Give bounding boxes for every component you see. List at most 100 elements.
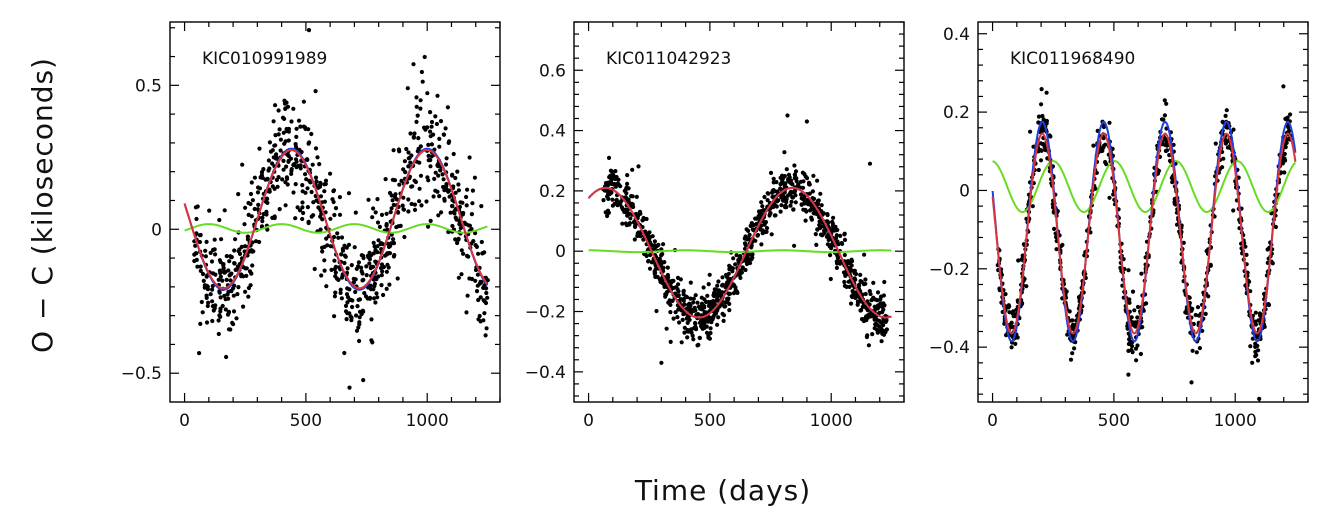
data-point	[1144, 301, 1149, 306]
data-point	[714, 293, 719, 298]
data-point	[223, 307, 228, 312]
data-point	[872, 304, 877, 309]
data-point	[1135, 343, 1140, 348]
data-point	[428, 158, 433, 163]
data-point	[364, 273, 369, 278]
data-point	[220, 278, 225, 283]
data-point	[365, 253, 370, 258]
data-point	[1019, 257, 1024, 262]
data-point	[1174, 222, 1180, 227]
data-point	[847, 284, 852, 289]
data-point	[772, 213, 778, 218]
data-point	[804, 119, 810, 124]
data-point	[384, 211, 389, 216]
data-point	[416, 136, 421, 141]
data-point	[668, 339, 673, 344]
data-point	[807, 191, 812, 196]
data-point	[379, 273, 384, 278]
data-point	[224, 354, 229, 360]
data-point	[484, 286, 489, 291]
data-point	[293, 144, 299, 149]
data-point	[351, 280, 356, 285]
data-point	[764, 226, 770, 231]
data-point	[799, 202, 804, 207]
data-point	[256, 185, 261, 190]
data-point	[1167, 158, 1173, 163]
data-point	[706, 319, 711, 324]
data-point	[610, 172, 615, 177]
data-point	[826, 237, 831, 243]
data-point	[357, 309, 363, 314]
data-point	[293, 182, 298, 187]
data-point	[1054, 247, 1059, 252]
data-point	[225, 292, 230, 297]
data-point	[747, 252, 752, 257]
data-point	[607, 175, 612, 180]
plot-frame	[169, 21, 501, 403]
data-point	[435, 163, 440, 168]
data-point	[1282, 170, 1287, 175]
data-point	[759, 200, 764, 205]
data-point	[1138, 351, 1143, 357]
data-point	[788, 203, 793, 208]
data-point	[819, 203, 824, 208]
data-point	[853, 277, 858, 282]
data-point	[880, 331, 885, 336]
data-point	[357, 322, 362, 327]
data-point	[1015, 335, 1020, 340]
y-axis-label: O − C (kiloseconds)	[26, 57, 59, 353]
data-point	[665, 272, 671, 278]
data-point	[383, 177, 388, 182]
data-point	[401, 195, 406, 200]
data-point	[277, 207, 282, 212]
data-point	[1135, 315, 1140, 320]
data-point	[715, 322, 720, 327]
data-point	[343, 303, 349, 308]
data-point	[233, 267, 238, 272]
data-point	[324, 284, 329, 289]
data-point	[1067, 309, 1072, 314]
data-point	[342, 243, 347, 248]
data-point	[701, 321, 706, 326]
data-point	[744, 261, 750, 267]
data-point	[428, 164, 433, 169]
data-point	[708, 330, 713, 336]
data-point	[332, 212, 337, 218]
data-point	[1208, 262, 1213, 267]
data-point	[378, 241, 383, 247]
data-point	[390, 198, 395, 203]
data-point	[346, 191, 352, 196]
data-point	[691, 300, 696, 305]
data-point	[727, 301, 732, 306]
data-point	[343, 254, 348, 259]
data-point	[650, 234, 655, 239]
data-point	[1100, 148, 1105, 153]
data-point	[318, 194, 324, 199]
data-point	[252, 175, 257, 180]
data-point	[1065, 332, 1070, 337]
data-point	[770, 188, 775, 194]
data-point	[782, 150, 787, 155]
y-tick-label: 0	[151, 220, 162, 240]
data-point	[697, 306, 703, 311]
data-point	[293, 216, 298, 221]
data-point	[681, 297, 686, 302]
data-point	[265, 176, 270, 181]
data-point	[842, 231, 847, 236]
data-point	[219, 237, 224, 242]
data-point	[266, 168, 271, 173]
data-point	[818, 191, 823, 196]
data-point	[437, 144, 442, 149]
data-point	[457, 222, 462, 227]
data-point	[250, 198, 255, 203]
data-point	[300, 183, 305, 188]
data-point	[771, 176, 776, 181]
data-point	[685, 335, 690, 340]
data-point	[361, 378, 366, 383]
data-point	[755, 232, 761, 238]
data-point	[793, 169, 799, 174]
data-point	[724, 272, 729, 278]
x-axis-label: Time (days)	[634, 474, 811, 507]
data-point	[1256, 318, 1261, 323]
data-point	[263, 199, 269, 204]
